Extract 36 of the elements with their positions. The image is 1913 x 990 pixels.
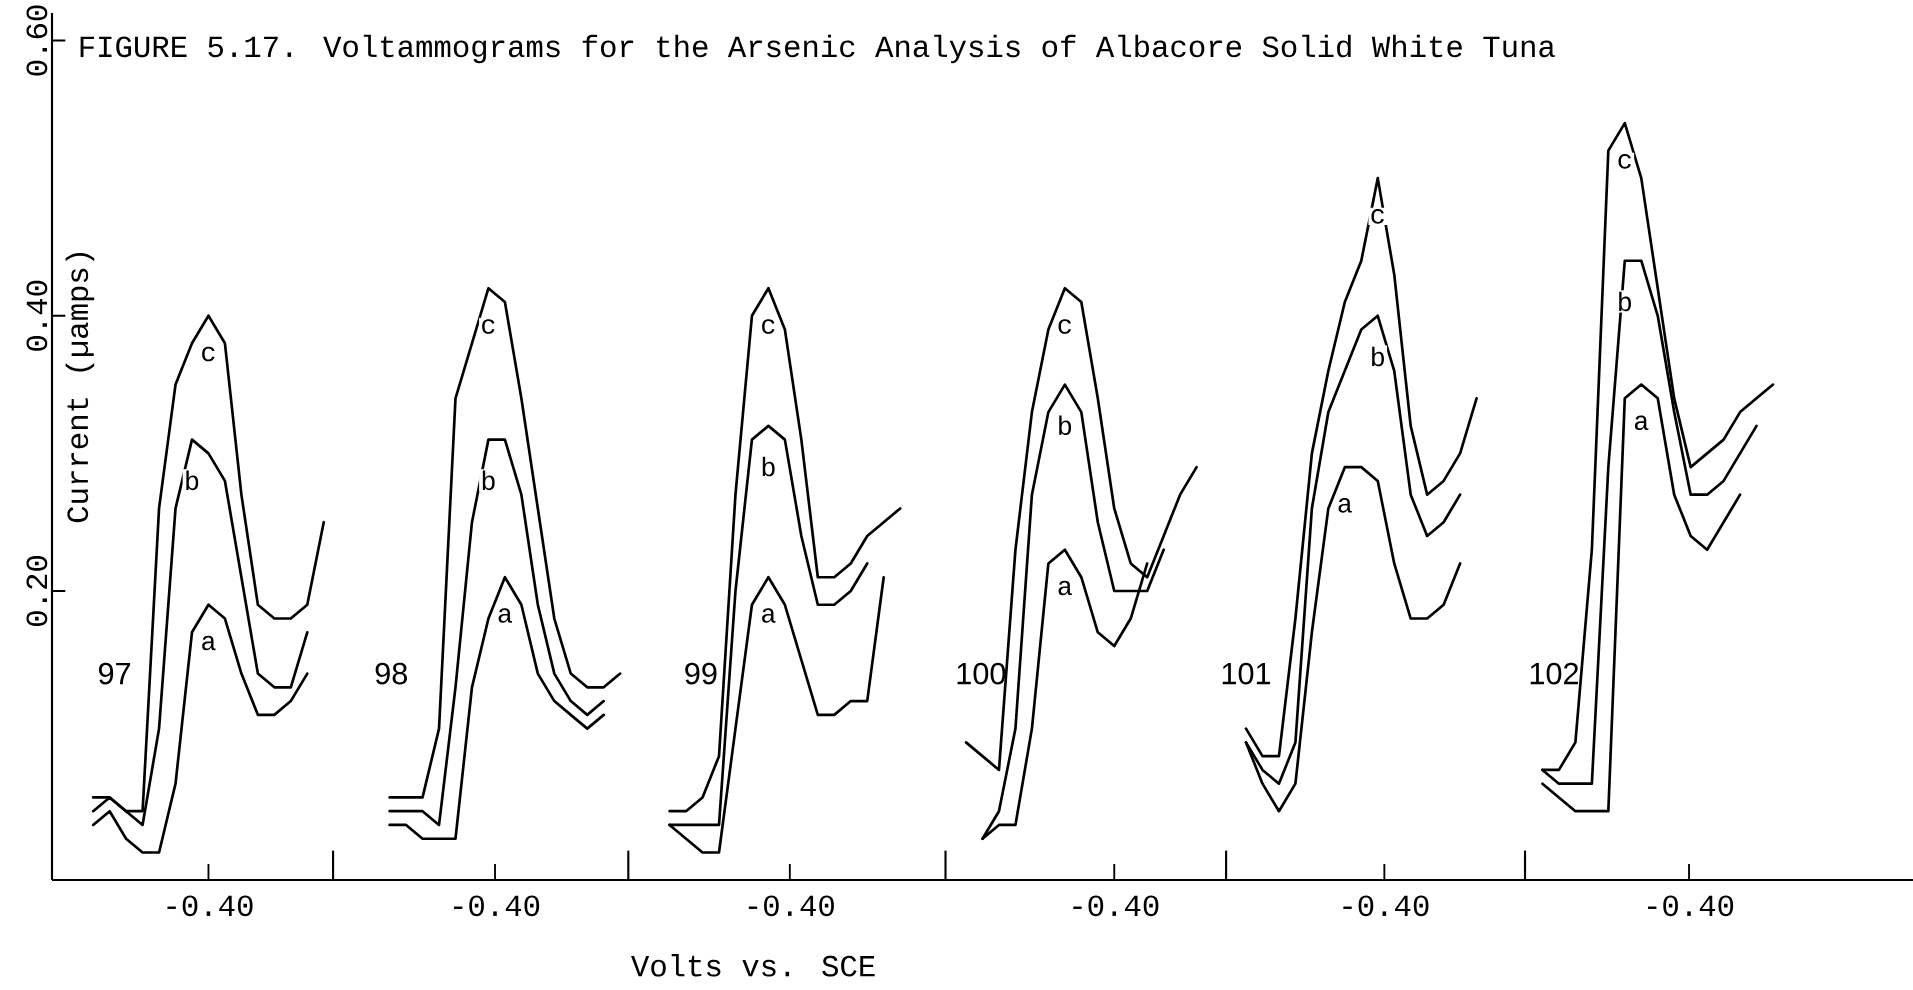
text: c xyxy=(1618,154,1631,169)
text: -0.40 xyxy=(454,895,540,917)
annotation: 97 xyxy=(98,662,131,685)
series-label: c xyxy=(1371,209,1384,224)
text: a xyxy=(1634,415,1649,431)
series-label: a xyxy=(498,608,512,623)
text: -0.40 xyxy=(748,895,834,917)
text: b xyxy=(762,456,775,477)
text: b xyxy=(1619,291,1631,312)
text: -0.40 xyxy=(1343,895,1429,917)
text: b xyxy=(1059,415,1072,436)
text: a xyxy=(1058,580,1072,596)
annotation: 102 xyxy=(1530,662,1579,685)
text: -0.40 xyxy=(1073,895,1159,917)
text: b xyxy=(186,470,199,491)
y-tick-label: 0.40 xyxy=(26,280,48,351)
text: a xyxy=(202,635,216,651)
y-axis-title: Current (µamps) xyxy=(65,252,95,523)
text: a xyxy=(1338,498,1352,513)
annotation: 99 xyxy=(685,662,717,685)
series-label: b xyxy=(482,470,495,491)
text: b xyxy=(1372,346,1384,367)
text: c xyxy=(202,346,215,362)
annotation: 100 xyxy=(957,662,1006,685)
text: c xyxy=(762,319,775,334)
text: -0.40 xyxy=(1648,895,1734,917)
text: c xyxy=(482,319,495,334)
text: a xyxy=(762,608,776,623)
y-tick-label: 0.60 xyxy=(26,5,48,76)
y-tick-label: 0.20 xyxy=(26,556,48,626)
text: c xyxy=(1058,319,1071,334)
x-axis-title: Volts vs. SCE xyxy=(631,954,875,977)
text: FIGURE 5.17. Voltammograms for the Arsenic Analysis of Albacore Solid White Tuna xyxy=(80,34,1555,64)
annotation: 101 xyxy=(1222,662,1271,685)
annotation: 98 xyxy=(375,662,407,685)
text: -0.40 xyxy=(167,895,253,917)
